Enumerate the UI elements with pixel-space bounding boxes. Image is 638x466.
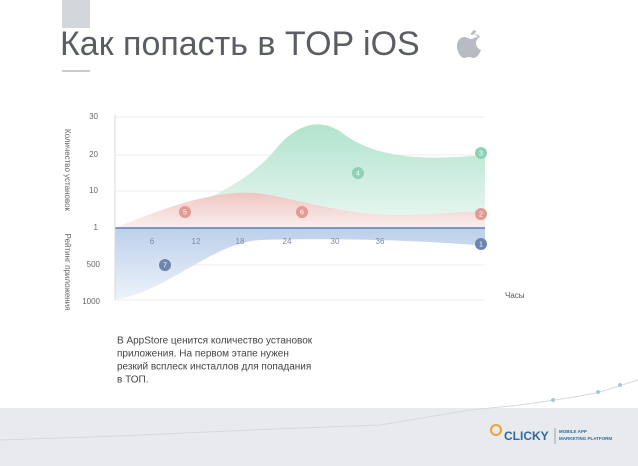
y-tick-label: 10 xyxy=(89,186,98,195)
apple-icon xyxy=(457,30,481,58)
y-tick-label: 20 xyxy=(89,150,98,159)
x-axis-title: Часы xyxy=(505,291,525,300)
marker-label: 2 xyxy=(479,211,483,218)
footer-decoration xyxy=(0,379,638,441)
marker-label: 3 xyxy=(479,150,483,157)
y-tick-label: 30 xyxy=(89,112,98,121)
marker-label: 6 xyxy=(300,209,304,216)
title-underline xyxy=(62,70,90,72)
marker xyxy=(352,167,364,179)
logo-tagline: MOBILE APP xyxy=(559,429,587,434)
logo-mark xyxy=(490,424,502,436)
rating-area xyxy=(115,228,485,300)
logo-name: CLICKY xyxy=(504,429,549,443)
x-tick-label: 36 xyxy=(376,237,385,246)
x-tick-label: 24 xyxy=(283,237,292,246)
x-tick-label: 18 xyxy=(236,237,245,246)
x-tick-label: 30 xyxy=(331,237,340,246)
corner-square xyxy=(62,0,90,28)
marker xyxy=(179,206,191,218)
footer-dot xyxy=(551,398,555,402)
marker xyxy=(159,259,171,271)
marker-label: 5 xyxy=(183,209,187,216)
logo-tagline: MARKETING PLATFORM xyxy=(559,436,612,441)
description-line: приложения. На первом этапе нужен xyxy=(117,349,289,360)
y-axis-title: Рейтинг приложения xyxy=(63,234,72,311)
marker-label: 1 xyxy=(479,241,483,248)
marker-label: 7 xyxy=(163,262,167,269)
y-tick-label: 500 xyxy=(87,260,101,269)
marker-label: 4 xyxy=(356,170,360,177)
marker xyxy=(475,208,487,220)
marker xyxy=(475,147,487,159)
description-line: резкий всплеск инсталлов для попадания xyxy=(117,362,311,373)
description-line: в ТОП. xyxy=(117,375,149,386)
y-tick-label: 1000 xyxy=(82,297,100,306)
x-tick-label: 6 xyxy=(150,237,155,246)
marker xyxy=(475,238,487,250)
footer-band xyxy=(0,408,638,466)
footer-dot xyxy=(618,383,622,387)
y-tick-label: 1 xyxy=(94,223,99,232)
description-line: В AppStore ценится количество установок xyxy=(117,336,313,347)
y-axis-title: Количество установок xyxy=(63,129,72,212)
footer-dots xyxy=(551,383,622,402)
x-tick-label: 12 xyxy=(192,237,201,246)
slide-title: Как попасть в TOP iOS xyxy=(60,25,420,63)
marker xyxy=(296,206,308,218)
footer-dot xyxy=(596,390,600,394)
